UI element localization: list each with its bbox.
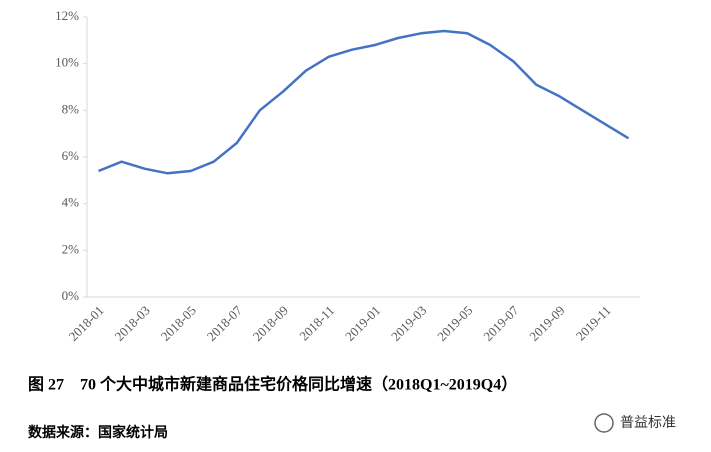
x-tick-label: 2019-09: [526, 303, 567, 344]
watermark: 普益标准: [594, 413, 676, 433]
x-tick-label: 2018-05: [158, 303, 199, 344]
y-tick-label: 0%: [62, 288, 80, 303]
x-tick-label: 2018-03: [112, 303, 153, 344]
chart-source: 数据来源：国家统计局: [28, 424, 168, 441]
x-tick-label: 2018-11: [296, 303, 337, 344]
x-tick-label: 2019-07: [480, 302, 522, 344]
y-tick-label: 8%: [62, 101, 80, 116]
line-series: [98, 29, 630, 175]
x-tick-label: 2019-01: [342, 303, 383, 344]
watermark-text: 普益标准: [620, 415, 676, 431]
y-tick-label: 2%: [62, 241, 80, 256]
y-tick-label: 6%: [62, 148, 80, 163]
x-tick-label: 2018-07: [204, 302, 246, 344]
x-tick-label: 2018-01: [65, 303, 106, 344]
x-tick-label: 2019-11: [573, 303, 614, 344]
y-tick-label: 10%: [55, 55, 79, 70]
x-tick-label: 2019-05: [434, 303, 475, 344]
x-tick-label: 2018-09: [250, 303, 291, 344]
chart-caption: 图 27 70 个大中城市新建商品住宅价格同比增速（2018Q1~2019Q4）: [28, 375, 517, 394]
x-tick-label: 2019-03: [388, 303, 429, 344]
watermark-icon: [594, 413, 614, 433]
y-tick-label: 4%: [62, 195, 80, 210]
y-tick-label: 12%: [55, 8, 79, 23]
